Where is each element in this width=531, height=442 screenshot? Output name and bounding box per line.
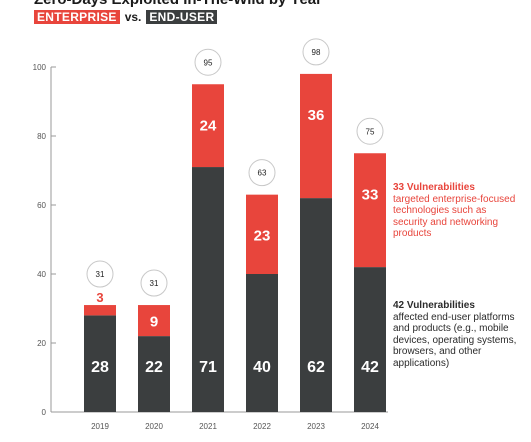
data-label-enduser: 40 bbox=[253, 359, 271, 376]
bar-enduser bbox=[138, 336, 170, 412]
chart-legend: ENTERPRISE vs. END-USER bbox=[34, 10, 218, 25]
y-tick-label: 0 bbox=[42, 408, 47, 417]
legend-vs: vs. bbox=[124, 10, 142, 24]
total-label: 75 bbox=[366, 127, 375, 136]
data-label-enterprise: 9 bbox=[150, 314, 158, 331]
legend-enterprise: ENTERPRISE bbox=[34, 10, 120, 24]
chart-title: Zero-Days Exploited In-The-Wild by Year bbox=[34, 0, 322, 8]
total-bubble bbox=[140, 269, 168, 297]
data-label-enterprise: 36 bbox=[308, 107, 325, 124]
annotation-enterprise-body: targeted enterprise-focused technologies… bbox=[393, 193, 516, 240]
data-label-enterprise: 24 bbox=[200, 117, 217, 134]
total-bubble bbox=[86, 260, 114, 288]
x-tick-label: 2021 bbox=[199, 422, 217, 431]
total-bubble bbox=[248, 159, 276, 187]
x-tick-label: 2022 bbox=[253, 422, 271, 431]
x-tick-label: 2024 bbox=[361, 422, 379, 431]
total-label: 31 bbox=[150, 279, 159, 288]
data-label-enduser: 42 bbox=[361, 359, 379, 376]
bar-enduser bbox=[354, 267, 386, 412]
y-tick-label: 20 bbox=[37, 339, 46, 348]
total-label: 63 bbox=[258, 169, 267, 178]
x-tick-label: 2019 bbox=[91, 422, 109, 431]
total-bubble bbox=[194, 48, 222, 76]
y-tick-label: 40 bbox=[37, 270, 46, 279]
x-tick-label: 2023 bbox=[307, 422, 325, 431]
annotation-enterprise: 33 Vulnerabilities targeted enterprise-f… bbox=[393, 182, 523, 240]
bar-enterprise bbox=[192, 84, 224, 168]
legend-enduser: END-USER bbox=[146, 10, 218, 24]
x-tick-label: 2020 bbox=[145, 422, 163, 431]
data-label-enduser: 71 bbox=[199, 359, 217, 376]
bar-enduser bbox=[84, 315, 116, 412]
y-tick-label: 80 bbox=[37, 132, 46, 141]
annotation-enduser: 42 Vulnerabilities affected end-user pla… bbox=[393, 300, 523, 369]
bar-enterprise bbox=[354, 153, 386, 268]
data-label-enduser: 22 bbox=[145, 359, 163, 376]
bar-enterprise bbox=[138, 305, 170, 337]
data-label-enduser: 62 bbox=[307, 359, 325, 376]
total-bubble bbox=[356, 117, 384, 145]
bar-enduser bbox=[246, 274, 278, 412]
bar-enterprise bbox=[84, 305, 116, 316]
data-label-enterprise: 23 bbox=[254, 227, 271, 244]
data-label-enterprise: 33 bbox=[362, 186, 379, 203]
total-label: 98 bbox=[312, 48, 321, 57]
annotation-enduser-body: affected end-user platforms and products… bbox=[393, 311, 517, 369]
total-bubble bbox=[302, 38, 330, 66]
bar-enterprise bbox=[246, 194, 278, 274]
annotation-enterprise-head: 33 Vulnerabilities bbox=[393, 182, 475, 193]
bar-enduser bbox=[300, 198, 332, 412]
data-label-enduser: 28 bbox=[91, 359, 109, 376]
bar-enterprise bbox=[300, 73, 332, 199]
y-tick-label: 60 bbox=[37, 201, 46, 210]
total-label: 31 bbox=[96, 270, 105, 279]
total-label: 95 bbox=[204, 58, 213, 67]
bar-enduser bbox=[192, 167, 224, 412]
annotation-enduser-head: 42 Vulnerabilities bbox=[393, 300, 475, 311]
data-label-enterprise: 3 bbox=[96, 290, 103, 305]
y-tick-label: 100 bbox=[33, 63, 47, 72]
